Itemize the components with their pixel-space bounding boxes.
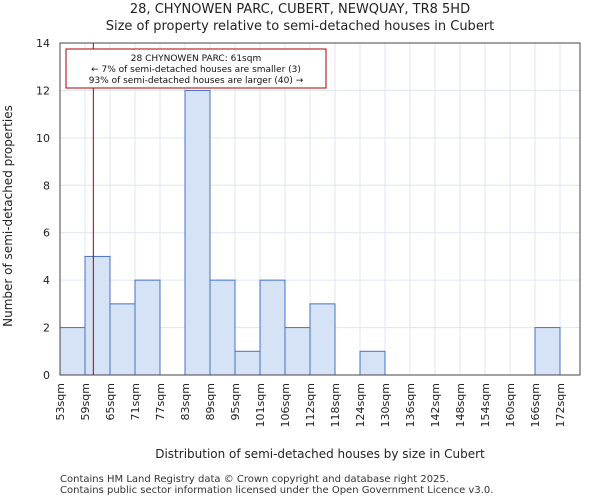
x-tick-label: 142sqm <box>429 383 442 427</box>
x-tick-label: 71sqm <box>129 383 142 420</box>
annotation-box: 28 CHYNOWEN PARC: 61sqm ← 7% of semi-det… <box>66 49 326 88</box>
y-tick-label: 10 <box>36 132 50 145</box>
x-tick-label: 53sqm <box>54 383 67 420</box>
x-tick-label: 83sqm <box>179 383 192 420</box>
y-tick-label: 8 <box>43 179 50 192</box>
y-tick-labels: 0 2 4 6 8 10 12 14 <box>36 37 50 382</box>
bar <box>85 256 110 375</box>
bar <box>60 328 85 375</box>
x-tick-label: 101sqm <box>254 383 267 427</box>
y-tick-label: 12 <box>36 84 50 97</box>
bar <box>110 304 135 375</box>
y-tick-label: 0 <box>43 369 50 382</box>
x-tick-label: 106sqm <box>279 383 292 427</box>
bar <box>535 328 560 375</box>
x-tick-label: 77sqm <box>154 383 167 420</box>
x-tick-label: 59sqm <box>79 383 92 420</box>
x-tick-label: 89sqm <box>204 383 217 420</box>
x-tick-label: 148sqm <box>454 383 467 427</box>
bar <box>185 90 210 375</box>
y-tick-label: 2 <box>43 322 50 335</box>
x-tick-label: 172sqm <box>554 383 567 427</box>
footer-line-1: Contains HM Land Registry data © Crown c… <box>60 474 449 485</box>
x-tick-label: 65sqm <box>104 383 117 420</box>
histogram-chart: 0 2 4 6 8 10 12 14 53sqm 59sqm 65sqm 71sqm 77sqm 83s… <box>0 0 600 500</box>
x-tick-label: 130sqm <box>379 383 392 427</box>
y-axis-label: Number of semi-detached properties <box>1 105 15 327</box>
footer-line-2: Contains public sector information licen… <box>60 485 493 496</box>
bar <box>360 351 385 375</box>
x-tick-label: 118sqm <box>329 383 342 427</box>
x-tick-label: 160sqm <box>504 383 517 427</box>
x-tick-label: 95sqm <box>229 383 242 420</box>
annotation-line-1: 28 CHYNOWEN PARC: 61sqm <box>131 54 261 64</box>
annotation-line-3: 93% of semi-detached houses are larger (… <box>89 76 304 86</box>
y-tick-label: 14 <box>36 37 50 50</box>
y-tick-label: 6 <box>43 227 50 240</box>
x-tick-label: 166sqm <box>529 383 542 427</box>
bar <box>310 304 335 375</box>
x-tick-label: 112sqm <box>304 383 317 427</box>
x-tick-labels: 53sqm 59sqm 65sqm 71sqm 77sqm 83sqm 89sqm 95sqm… <box>54 383 567 427</box>
x-tick-label: 154sqm <box>479 383 492 427</box>
bar <box>260 280 285 375</box>
x-tick-label: 124sqm <box>354 383 367 427</box>
annotation-line-2: ← 7% of semi-detached houses are smaller… <box>91 65 301 75</box>
x-axis-label: Distribution of semi-detached houses by … <box>155 447 485 461</box>
y-tick-label: 4 <box>43 274 50 287</box>
x-tick-label: 136sqm <box>404 383 417 427</box>
bar <box>235 351 260 375</box>
bar <box>285 328 310 375</box>
bar <box>135 280 160 375</box>
bar <box>210 280 235 375</box>
